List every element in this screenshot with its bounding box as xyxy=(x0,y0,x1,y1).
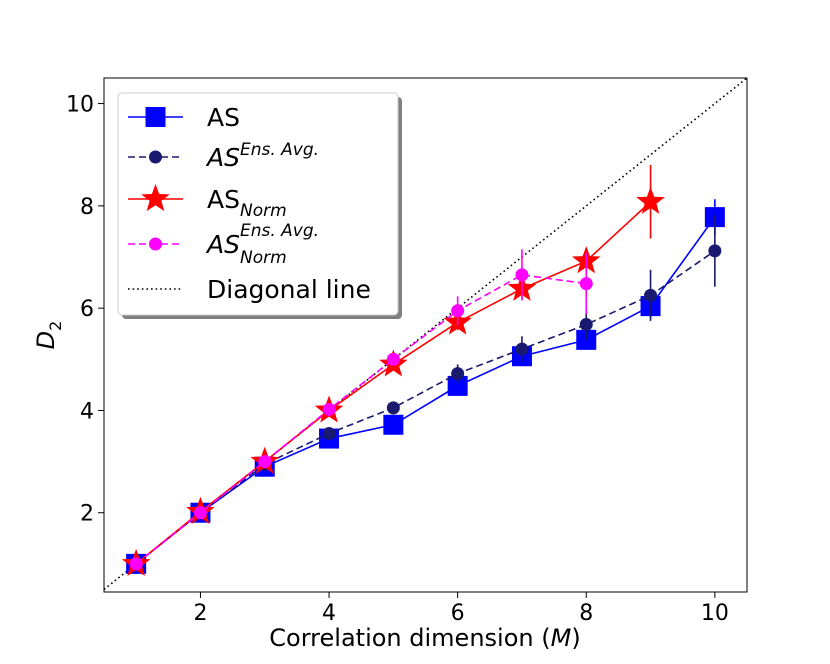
legend-label: ASEns. Avg. xyxy=(205,140,319,172)
x-axis-label: Correlation dimension (M) xyxy=(269,624,580,652)
legend-label-sub: Norm xyxy=(240,201,287,221)
legend-label-main: AS xyxy=(207,185,240,214)
legend-label: ASEns. Avg. Norm xyxy=(205,221,319,268)
y-tick-label: 6 xyxy=(80,297,94,322)
legend-box xyxy=(117,92,399,316)
legend-marker xyxy=(149,237,162,251)
series-line xyxy=(104,78,747,591)
legend-entry: ASEns. Avg. Norm xyxy=(128,221,319,268)
legend-label-main: AS xyxy=(205,143,240,172)
series-line xyxy=(135,274,587,565)
data-point xyxy=(515,342,529,356)
legend-label: Diagonal line xyxy=(207,275,371,304)
data-point xyxy=(644,288,658,302)
data-point xyxy=(636,186,665,214)
data-point xyxy=(515,268,529,282)
legend-entry: Diagonal line xyxy=(128,275,371,304)
legend-entry: ASNorm xyxy=(128,184,287,221)
legend-marker xyxy=(141,184,170,212)
plot-area xyxy=(104,78,747,591)
legend-label: AS xyxy=(207,103,240,132)
legend-marker xyxy=(145,107,166,127)
y-tick-label: 2 xyxy=(80,502,94,527)
data-point xyxy=(322,426,336,440)
data-point xyxy=(193,506,207,520)
axes: 2 4 6 8 10 2 4 6 8 10 xyxy=(66,77,748,626)
x-tick-label: 8 xyxy=(579,601,593,626)
legend-label-main: AS xyxy=(205,230,240,259)
series-line xyxy=(135,216,716,565)
data-point xyxy=(129,557,143,571)
plot-frame xyxy=(103,77,748,593)
data-point xyxy=(386,401,400,415)
data-point xyxy=(447,375,468,396)
x-tick-label: 2 xyxy=(193,601,207,626)
legend-marker xyxy=(149,150,162,164)
legend-label-sup: Ens. Avg. xyxy=(240,221,319,241)
data-point xyxy=(579,318,593,332)
data-point xyxy=(708,244,722,258)
x-tick-label: 4 xyxy=(322,601,336,626)
legend-label-main: Diagonal line xyxy=(207,275,371,304)
y-tick-label: 10 xyxy=(66,93,94,118)
series-line xyxy=(135,250,716,565)
legend-entry: AS xyxy=(128,103,240,132)
x-tick-label: 6 xyxy=(451,601,465,626)
y-axis-label: D2 xyxy=(32,321,65,350)
data-point xyxy=(322,402,336,416)
legend-label-main: AS xyxy=(207,103,240,132)
series-3 xyxy=(129,249,593,571)
legend-entry: ASEns. Avg. xyxy=(128,140,319,172)
data-point xyxy=(451,367,465,381)
data-point xyxy=(451,304,465,318)
data-point xyxy=(258,455,272,469)
legend-label-sup: Ens. Avg. xyxy=(240,140,319,160)
data-point xyxy=(383,414,404,435)
y-tick-label: 4 xyxy=(80,399,94,424)
data-point xyxy=(386,352,400,366)
data-point xyxy=(579,277,593,291)
y-tick-label: 8 xyxy=(80,195,94,220)
legend-label-sub: Norm xyxy=(240,248,287,268)
series-4 xyxy=(104,78,747,591)
legend-label: ASNorm xyxy=(207,185,287,221)
x-tick-label: 10 xyxy=(701,601,729,626)
